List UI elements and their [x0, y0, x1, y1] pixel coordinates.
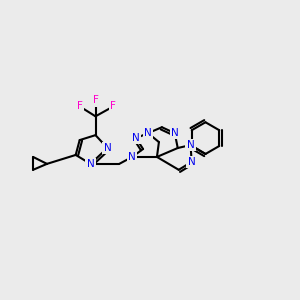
Text: N: N	[188, 157, 196, 167]
Text: F: F	[77, 101, 82, 111]
Text: N: N	[144, 128, 152, 138]
Text: N: N	[128, 152, 136, 162]
Text: N: N	[144, 128, 152, 138]
Text: N: N	[103, 143, 111, 153]
Text: F: F	[93, 95, 98, 106]
Text: N: N	[87, 159, 94, 169]
Text: N: N	[132, 133, 140, 143]
Text: N: N	[187, 140, 194, 150]
Text: F: F	[110, 101, 116, 111]
Text: N: N	[171, 128, 178, 138]
